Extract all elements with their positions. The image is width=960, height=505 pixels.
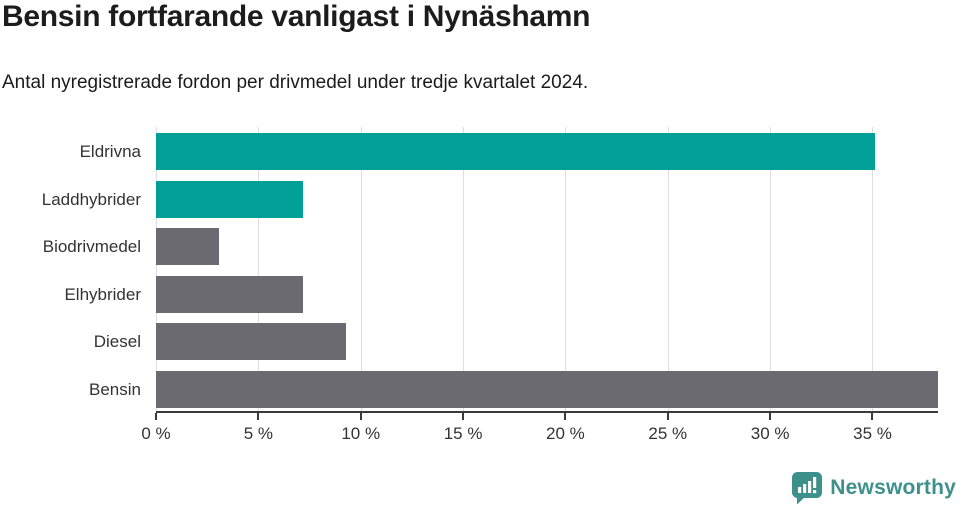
x-axis-tick-label: 35 % xyxy=(853,424,892,443)
bar-elhybrider xyxy=(156,275,304,313)
category-label-biodrivmedel: Biodrivmedel xyxy=(42,237,141,256)
x-axis: 0 % 5 % 10 % 15 % 20 % 25 % 30 % 35 % xyxy=(141,413,938,458)
gridline xyxy=(872,127,874,411)
x-axis-tick xyxy=(871,413,874,420)
chart-subtitle: Antal nyregistrerade fordon per drivmede… xyxy=(2,72,589,93)
x-axis-tick xyxy=(462,413,465,420)
chart-title: Bensin fortfarande vanligast i Nynäshamn xyxy=(2,0,591,33)
category-label-elhybrider: Elhybrider xyxy=(64,284,141,304)
bar-row: Biodrivmedel xyxy=(43,228,938,265)
bar-row: Elhybrider xyxy=(64,275,938,313)
gridline xyxy=(258,127,260,411)
bar-row: Diesel xyxy=(94,323,938,360)
plot-area: Eldrivna Laddhybrider Biodrivmedel Elhybrid… xyxy=(42,127,938,413)
x-axis-tick-label: 0 % xyxy=(141,424,171,443)
newsworthy-wordmark: Newsworthy xyxy=(830,476,956,499)
x-axis-tick xyxy=(359,413,362,420)
gridline xyxy=(565,127,567,411)
gridline xyxy=(667,127,669,411)
bar-diesel xyxy=(156,323,347,360)
bar-laddhybrider xyxy=(156,180,304,218)
category-label-eldrivna: Eldrivna xyxy=(79,142,141,161)
x-axis-tick xyxy=(155,413,157,420)
gridline xyxy=(360,127,362,411)
x-axis-tick xyxy=(666,413,669,420)
gridline xyxy=(463,127,465,411)
gridline xyxy=(156,127,157,411)
x-axis-tick xyxy=(769,413,772,420)
x-axis-tick-label: 10 % xyxy=(341,424,381,443)
bar-row: Eldrivna xyxy=(80,133,938,170)
x-axis-tick xyxy=(564,413,567,420)
x-axis-tick-label: 25 % xyxy=(648,424,688,443)
bar-row: Bensin xyxy=(89,370,938,408)
bar-bensin xyxy=(156,370,938,408)
x-axis-tick-label: 15 % xyxy=(443,424,483,443)
x-axis-tick xyxy=(257,413,260,420)
newsworthy-brand: Newsworthy xyxy=(791,471,956,505)
bar-biodrivmedel xyxy=(156,228,220,265)
bar-row: Laddhybrider xyxy=(42,180,938,218)
x-axis-tick-label: 30 % xyxy=(750,424,790,443)
bar-eldrivna xyxy=(156,133,875,170)
gridline xyxy=(770,127,772,411)
x-axis-tick-label: 20 % xyxy=(546,424,585,443)
x-axis-tick-label: 5 % xyxy=(243,424,273,443)
newsworthy-logo-icon xyxy=(792,472,823,505)
category-label-bensin: Bensin xyxy=(89,379,141,399)
category-label-laddhybrider: Laddhybrider xyxy=(41,189,141,209)
category-label-diesel: Diesel xyxy=(93,332,141,351)
